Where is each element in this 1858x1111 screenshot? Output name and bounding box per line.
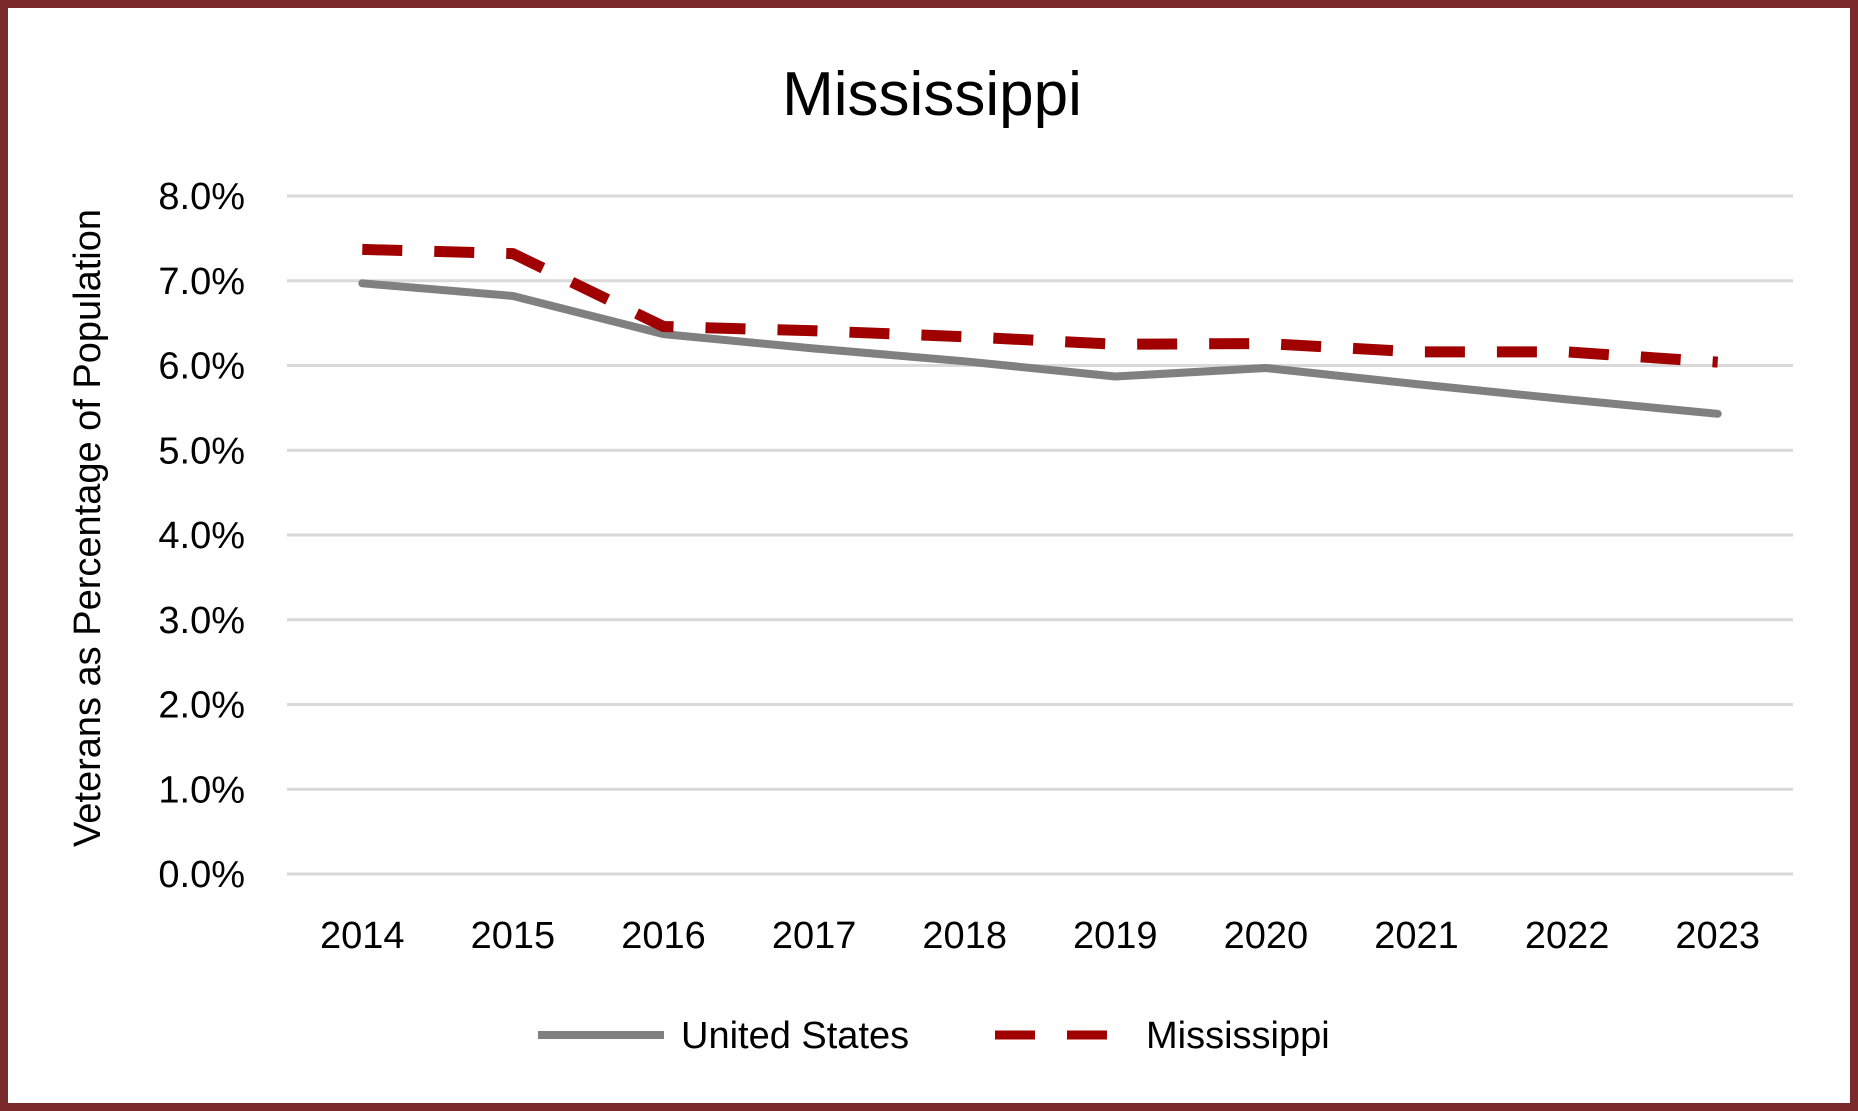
x-tick-label: 2016	[621, 915, 706, 957]
y-axis-ticks: 0.0% 1.0% 2.0% 3.0% 4.0% 5.0% 6.0% 7.0% 8.0%	[158, 176, 245, 896]
y-tick-label: 4.0%	[158, 515, 245, 557]
x-tick-label: 2018	[922, 915, 1007, 957]
x-tick-label: 2020	[1224, 915, 1309, 957]
y-tick-label: 3.0%	[158, 600, 245, 642]
x-tick-label: 2022	[1525, 915, 1610, 957]
gridlines	[287, 194, 1793, 876]
chart-title: Mississippi	[782, 60, 1082, 129]
y-tick-label: 2.0%	[158, 685, 245, 727]
y-tick-label: 8.0%	[158, 176, 245, 218]
series-line-mississippi	[362, 243, 1719, 368]
series-lines	[358, 243, 1722, 418]
y-tick-label: 0.0%	[158, 854, 245, 896]
y-tick-label: 6.0%	[158, 346, 245, 388]
legend: United States Mississippi	[538, 1015, 1330, 1057]
x-axis-ticks: 2014 2015 2016 2017 2018 2019 2020 2021 2022 2023	[320, 915, 1760, 957]
legend-label-united-states: United States	[681, 1015, 909, 1057]
x-tick-label: 2023	[1675, 915, 1760, 957]
y-axis-label: Veterans as Percentage of Population	[67, 209, 109, 847]
x-tick-label: 2019	[1073, 915, 1158, 957]
legend-label-mississippi: Mississippi	[1146, 1015, 1330, 1057]
x-tick-label: 2021	[1374, 915, 1459, 957]
x-tick-label: 2017	[772, 915, 857, 957]
y-tick-label: 5.0%	[158, 430, 245, 472]
y-tick-label: 1.0%	[158, 769, 245, 811]
y-tick-label: 7.0%	[158, 261, 245, 303]
series-line-united-states	[358, 279, 1722, 418]
x-tick-label: 2014	[320, 915, 405, 957]
x-tick-label: 2015	[471, 915, 556, 957]
